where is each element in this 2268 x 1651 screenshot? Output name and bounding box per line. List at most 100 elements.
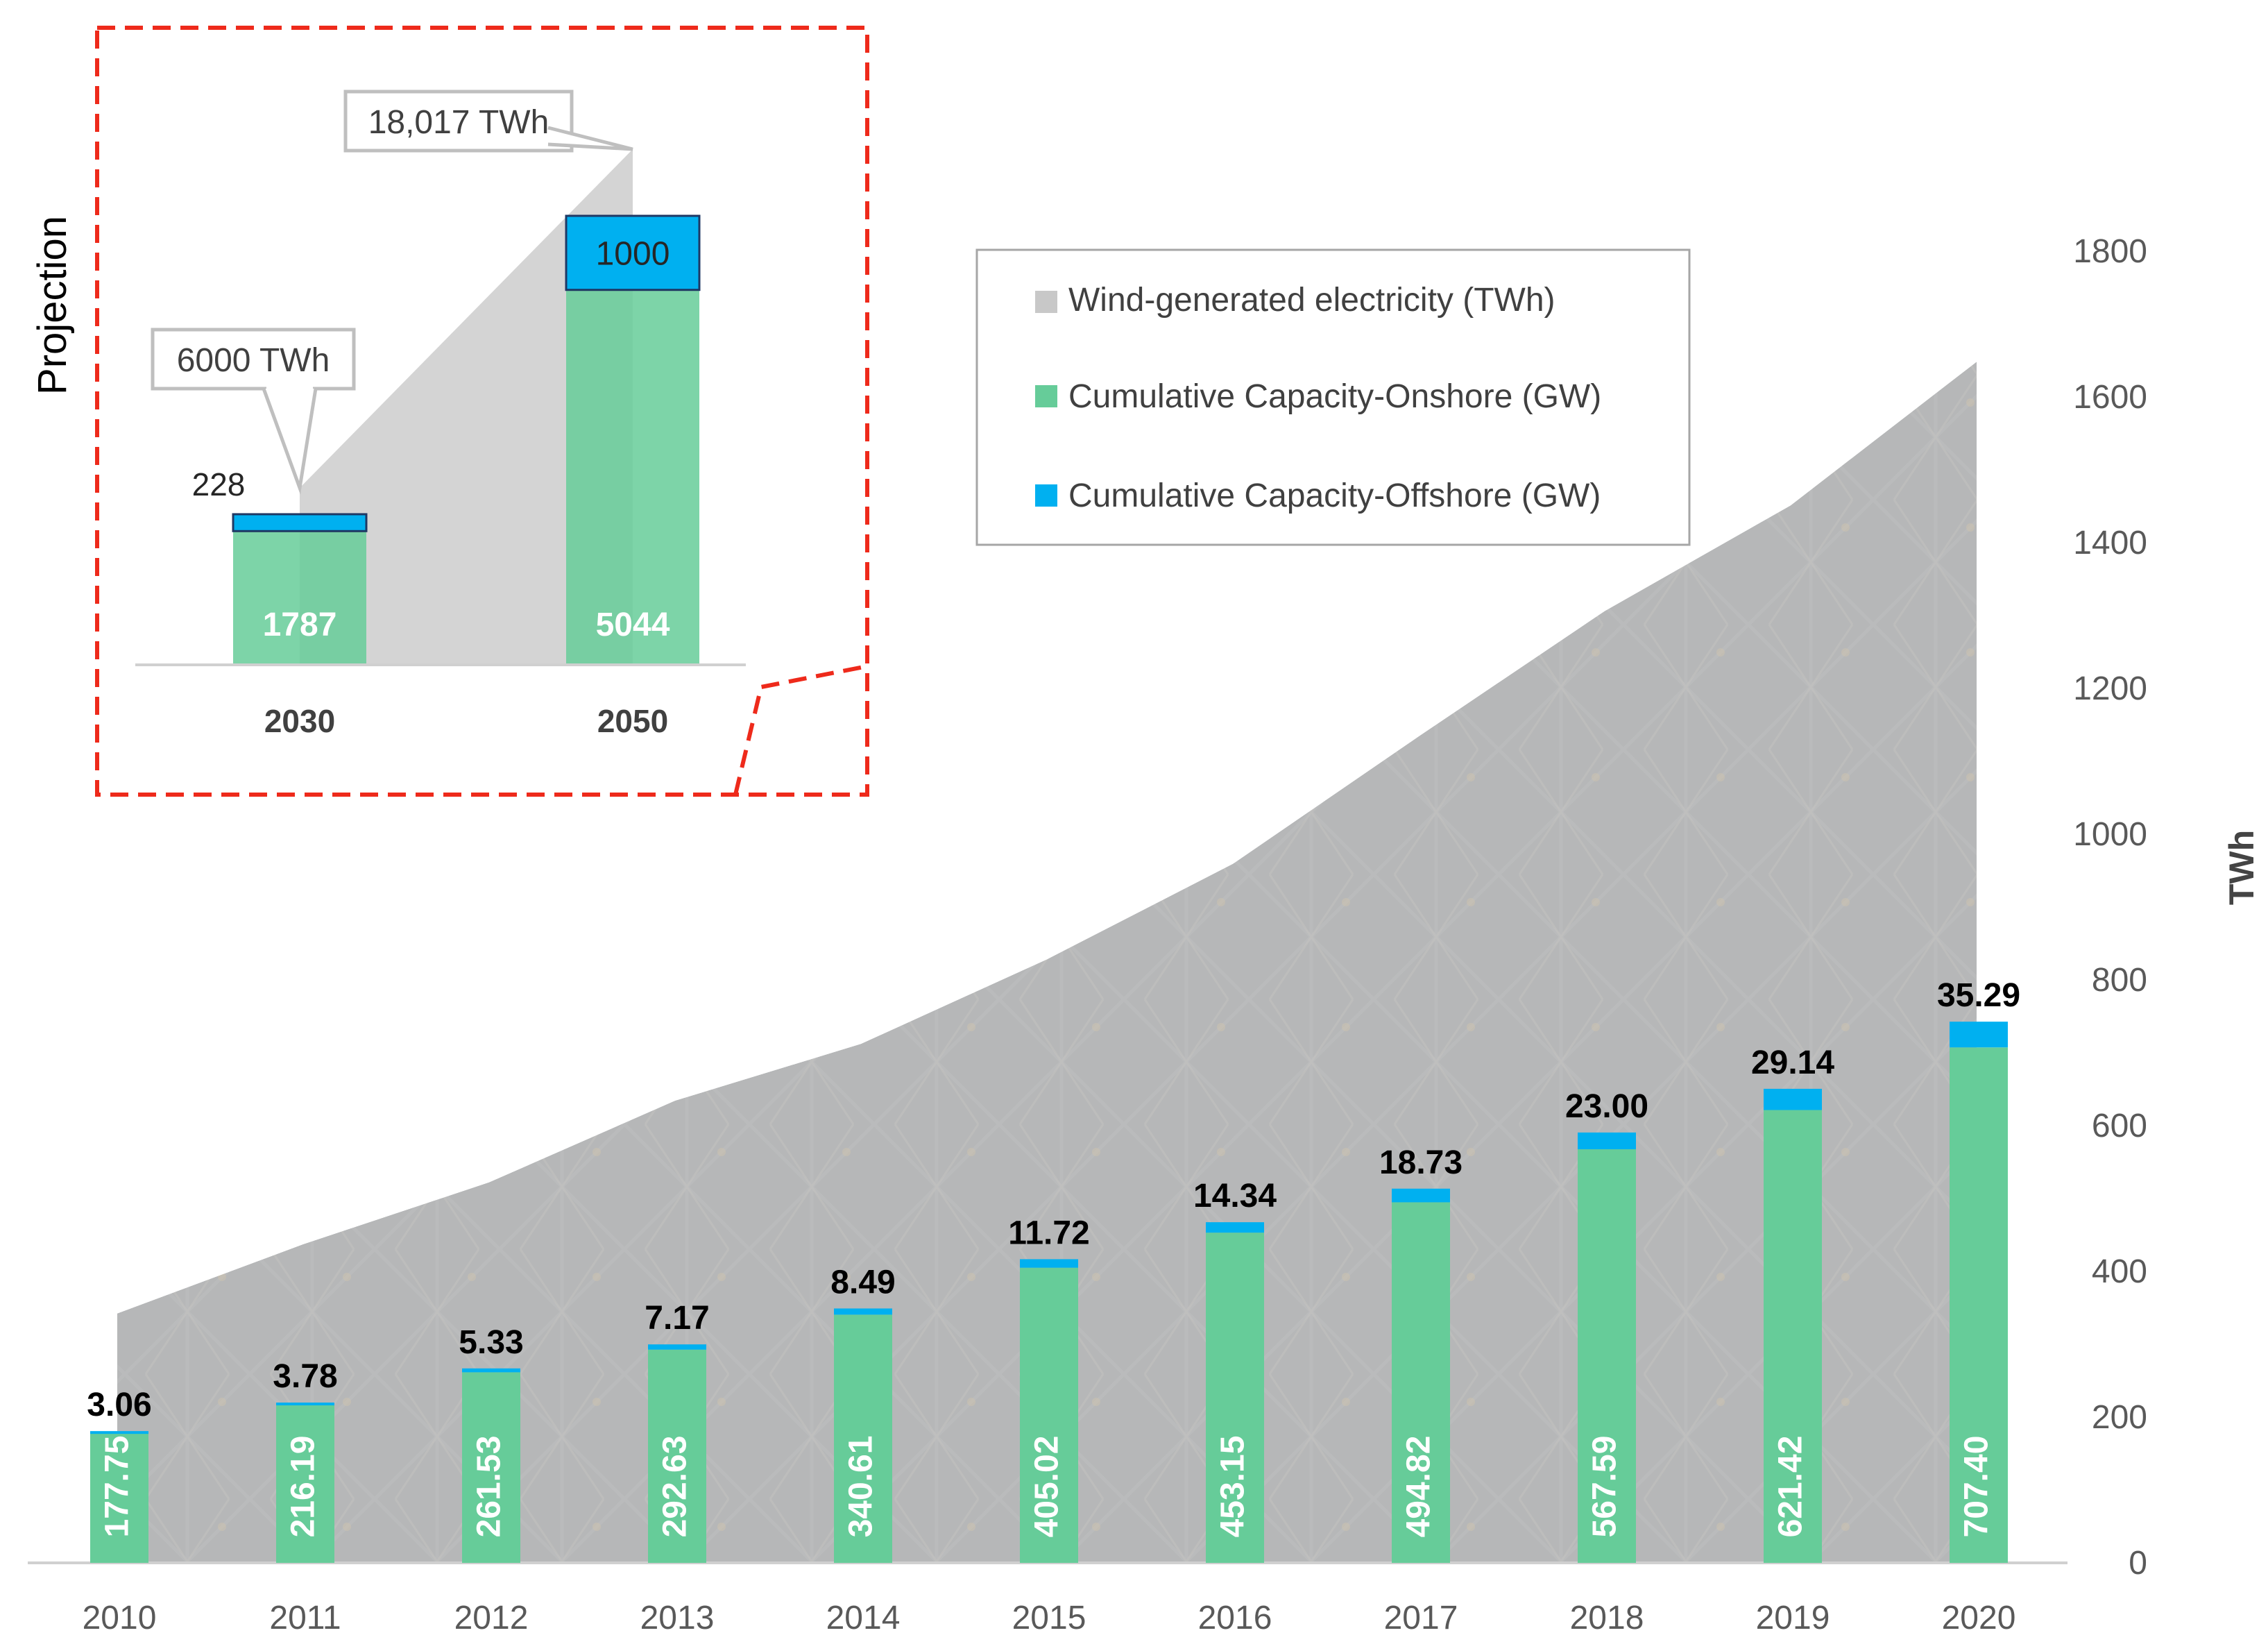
onshore-value-label-2019: 621.42 xyxy=(1773,1436,1809,1538)
y-tick-1000: 1000 xyxy=(2073,816,2147,853)
offshore-value-label-2012: 5.33 xyxy=(459,1324,523,1361)
offshore-bar-2010 xyxy=(90,1431,148,1434)
x-tick-2013: 2013 xyxy=(640,1600,715,1636)
projection-inset: Projection 1787 5044 1000 2030 2050 228 60… xyxy=(30,26,869,797)
legend-swatch-onshore xyxy=(1035,385,1057,407)
x-tick-2014: 2014 xyxy=(826,1600,901,1636)
onshore-bar-2017 xyxy=(1392,1202,1450,1563)
x-tick-2011: 2011 xyxy=(269,1600,341,1636)
y-tick-labels: 0 200 400 600 800 1000 1200 1400 1600 1800 xyxy=(2073,233,2147,1582)
onshore-bar-2018 xyxy=(1578,1149,1636,1563)
onshore-bar-2020 xyxy=(1950,1047,2008,1563)
callout-box-2030 xyxy=(151,328,356,391)
offshore-bar-2013 xyxy=(648,1344,706,1350)
onshore-value-label-2018: 567.59 xyxy=(1587,1436,1623,1538)
onshore-bar-2015 xyxy=(1020,1267,1078,1563)
offshore-value-label-2011: 3.78 xyxy=(273,1358,337,1395)
offshore-value-label-2015: 11.72 xyxy=(1008,1214,1089,1251)
x-tick-2020: 2020 xyxy=(1942,1600,2016,1636)
x-tick-2010: 2010 xyxy=(83,1600,157,1636)
wind-electricity-area-layer xyxy=(117,362,1977,1563)
x-tick-labels: 2010 2011 2012 2013 2014 2015 2016 2017 2018 2019… xyxy=(83,1600,2016,1636)
onshore-value-label-2017: 494.82 xyxy=(1401,1436,1438,1538)
onshore-value-label-2013: 292.63 xyxy=(657,1436,694,1538)
main-chart: 177.75 3.06 216.19 3.78 261.53 5.33 292.63 7.17… xyxy=(28,233,2261,1636)
offshore-value-label-2020: 35.29 xyxy=(1937,977,2020,1014)
legend: Wind-generated electricity (TWh) Cumulat… xyxy=(975,248,1691,546)
x-tick-2018: 2018 xyxy=(1570,1600,1644,1636)
offshore-value-label-2016: 14.34 xyxy=(1193,1178,1277,1214)
projection-offshore-bar-2050 xyxy=(565,214,701,291)
projection-offshore-label-2030: 228 xyxy=(192,466,246,502)
offshore-bar-2020 xyxy=(1950,1022,2008,1048)
x-tick-2017: 2017 xyxy=(1384,1600,1458,1636)
legend-box xyxy=(975,248,1691,546)
callout-pointer-2030 xyxy=(262,388,318,495)
onshore-bar-2012 xyxy=(462,1372,520,1563)
onshore-value-label-2020: 707.40 xyxy=(1959,1436,1995,1538)
projection-bars: 1787 5044 1000 xyxy=(232,214,701,663)
projection-offshore-label-2050: 1000 xyxy=(596,235,670,272)
projection-x-tick-2050: 2050 xyxy=(597,703,668,739)
x-tick-2016: 2016 xyxy=(1198,1600,1272,1636)
onshore-value-label-2010: 177.75 xyxy=(99,1436,136,1538)
y-tick-200: 200 xyxy=(2092,1399,2147,1436)
offshore-value-label-2018: 23.00 xyxy=(1565,1088,1648,1125)
bars-layer: 177.75 3.06 216.19 3.78 261.53 5.33 292.63 7.17… xyxy=(87,977,2020,1563)
onshore-bar-2016 xyxy=(1206,1233,1264,1563)
x-tick-2019: 2019 xyxy=(1756,1600,1830,1636)
callout-pointer-2050 xyxy=(547,126,633,151)
projection-offshore-bar-2030 xyxy=(232,513,368,532)
y-tick-0: 0 xyxy=(2129,1545,2147,1582)
callout-box-2050 xyxy=(343,90,574,153)
projection-onshore-label-2030: 1787 xyxy=(263,607,337,643)
offshore-bar-2015 xyxy=(1020,1259,1078,1268)
offshore-bar-2018 xyxy=(1578,1132,1636,1150)
projection-x-tick-2030: 2030 xyxy=(264,703,335,739)
offshore-bar-2019 xyxy=(1764,1088,1822,1110)
wind-electricity-area xyxy=(117,362,1977,1563)
projection-title: Projection xyxy=(30,216,75,395)
onshore-value-label-2015: 405.02 xyxy=(1029,1436,1066,1538)
legend-swatch-wind xyxy=(1035,291,1057,313)
callout-2030: 6000 TWh xyxy=(177,342,330,379)
onshore-bar-2010 xyxy=(90,1433,148,1563)
legend-swatch-offshore xyxy=(1035,484,1057,507)
offshore-value-label-2019: 29.14 xyxy=(1751,1044,1834,1081)
projection-area xyxy=(300,149,633,663)
callout-2050: 18,017 TWh xyxy=(368,104,549,141)
onshore-value-label-2014: 340.61 xyxy=(843,1436,880,1538)
x-tick-2012: 2012 xyxy=(454,1600,529,1636)
onshore-bar-2013 xyxy=(648,1349,706,1563)
projection-onshore-bar-2050 xyxy=(566,289,699,663)
onshore-value-label-2012: 261.53 xyxy=(471,1436,508,1538)
offshore-value-label-2013: 7.17 xyxy=(645,1300,709,1337)
y-tick-1400: 1400 xyxy=(2073,525,2147,561)
offshore-value-label-2010: 3.06 xyxy=(87,1387,151,1423)
legend-label-onshore: Cumulative Capacity-Onshore (GW) xyxy=(1068,378,1601,415)
projection-onshore-label-2050: 5044 xyxy=(596,607,670,643)
offshore-bar-2017 xyxy=(1392,1188,1450,1203)
y-tick-1200: 1200 xyxy=(2073,670,2147,707)
onshore-bar-2011 xyxy=(276,1405,334,1563)
y-tick-800: 800 xyxy=(2092,962,2147,999)
offshore-bar-2011 xyxy=(276,1403,334,1406)
offshore-value-label-2014: 8.49 xyxy=(830,1264,895,1301)
onshore-bar-2014 xyxy=(834,1314,892,1563)
y-tick-600: 600 xyxy=(2092,1108,2147,1144)
offshore-bar-2016 xyxy=(1206,1222,1264,1233)
y-tick-1600: 1600 xyxy=(2073,379,2147,416)
legend-label-offshore: Cumulative Capacity-Offshore (GW) xyxy=(1068,477,1601,514)
projection-frame xyxy=(95,26,869,797)
y-axis-label: TWh xyxy=(2222,830,2261,905)
offshore-bar-2012 xyxy=(462,1368,520,1373)
y-tick-400: 400 xyxy=(2092,1253,2147,1290)
x-tick-2015: 2015 xyxy=(1012,1600,1086,1636)
projection-onshore-bar-2030 xyxy=(233,531,366,663)
offshore-bar-2014 xyxy=(834,1308,892,1315)
onshore-value-label-2011: 216.19 xyxy=(285,1436,322,1538)
projection-zoom-connector xyxy=(733,664,868,795)
legend-label-wind: Wind-generated electricity (TWh) xyxy=(1068,282,1555,319)
onshore-bar-2019 xyxy=(1764,1110,1822,1563)
